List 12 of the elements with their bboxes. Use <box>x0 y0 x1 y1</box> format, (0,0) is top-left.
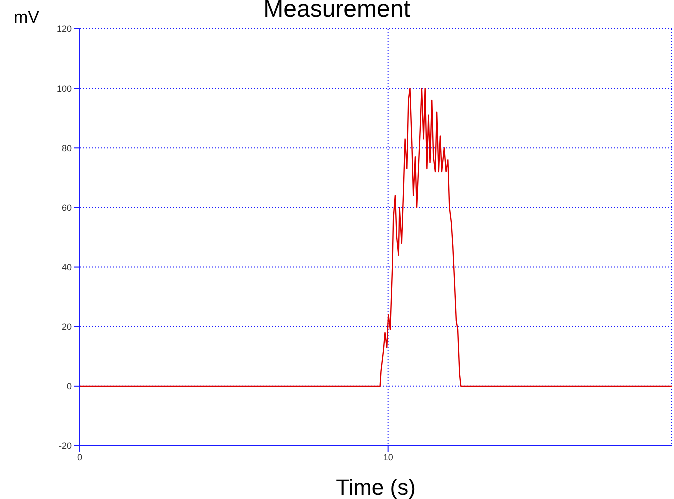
y-tick-label: 120 <box>56 24 72 34</box>
y-tick-label: 40 <box>62 262 72 272</box>
y-tick-label: 20 <box>62 322 72 332</box>
x-tick-label: 10 <box>383 452 394 462</box>
chart-title: Measurement <box>264 0 410 23</box>
line-series <box>80 88 672 388</box>
y-tick-label: 0 <box>66 382 72 392</box>
y-tick-label: 60 <box>62 202 72 213</box>
y-tick-label: 100 <box>56 84 72 94</box>
y-axis-title: mV <box>14 8 40 28</box>
y-tick-label: 80 <box>62 143 72 154</box>
y-tick-label: -20 <box>58 441 72 452</box>
